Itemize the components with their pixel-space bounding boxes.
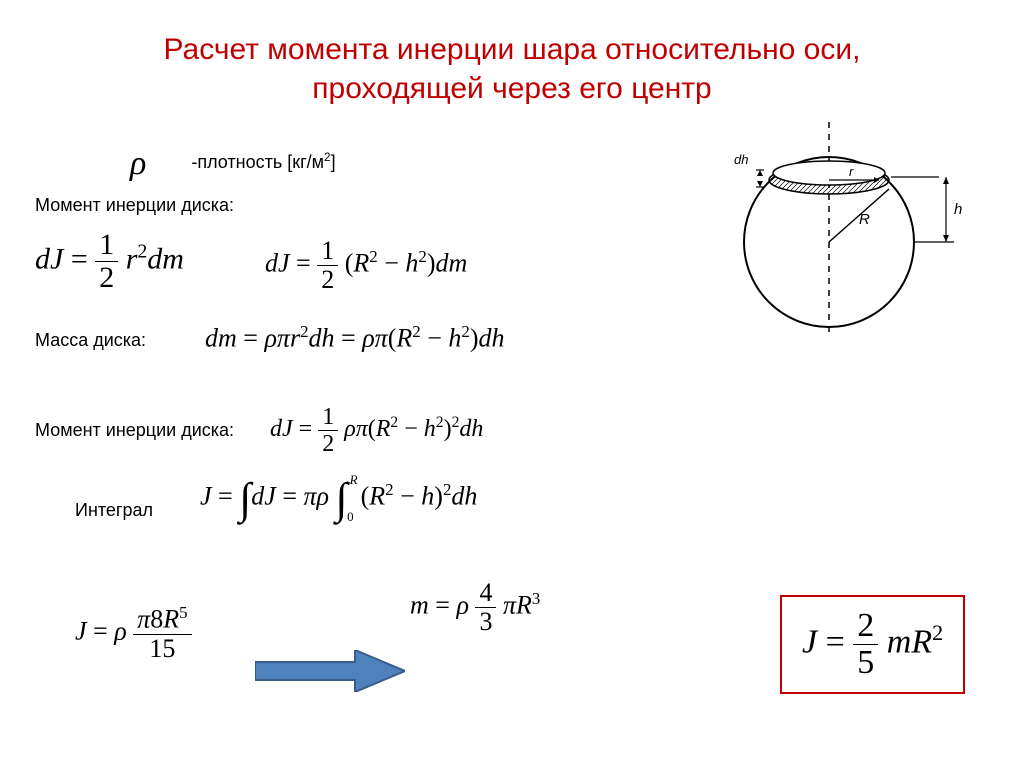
result-box: J = 25 mR2 bbox=[780, 595, 965, 694]
svg-text:r: r bbox=[849, 164, 854, 179]
label-disk-moment: Момент инерции диска: bbox=[35, 195, 234, 216]
formula-j-full: J = ρ π8R515 bbox=[75, 605, 192, 662]
formula-result: J = 25 mR2 bbox=[802, 609, 943, 680]
page-title: Расчет момента инерции шара относительно… bbox=[0, 0, 1024, 108]
formula-integral: J = ∫dJ = πρ ∫R0 (R2 − h)2dh bbox=[200, 480, 477, 516]
label-disk-moment2: Момент инерции диска: bbox=[35, 420, 234, 441]
rho-definition: ρ -плотность [кг/м2] bbox=[130, 145, 336, 183]
sphere-diagram: r dh R h bbox=[694, 122, 974, 337]
formula-dj3: dJ = 12 ρπ(R2 − h2)2dh bbox=[270, 405, 483, 456]
formula-dm: dm = ρπr2dh = ρπ(R2 − h2)dh bbox=[205, 322, 505, 354]
formula-mass: m = ρ 43 πR3 bbox=[410, 580, 540, 635]
title-line2: проходящей через его центр bbox=[312, 72, 711, 105]
svg-text:h: h bbox=[954, 201, 962, 218]
svg-text:dh: dh bbox=[734, 152, 748, 167]
label-integral: Интеграл bbox=[75, 500, 153, 521]
formula-dj1: dJ = 12 r2dm bbox=[35, 230, 184, 293]
arrow-icon bbox=[255, 650, 405, 692]
title-line1: Расчет момента инерции шара относительно… bbox=[164, 33, 861, 66]
rho-description: -плотность [кг/м2] bbox=[191, 152, 335, 172]
rho-symbol: ρ bbox=[130, 145, 146, 182]
svg-text:R: R bbox=[859, 211, 870, 228]
label-disk-mass: Масса диска: bbox=[35, 330, 146, 351]
formula-dj2: dJ = 12 (R2 − h2)dm bbox=[265, 238, 467, 293]
